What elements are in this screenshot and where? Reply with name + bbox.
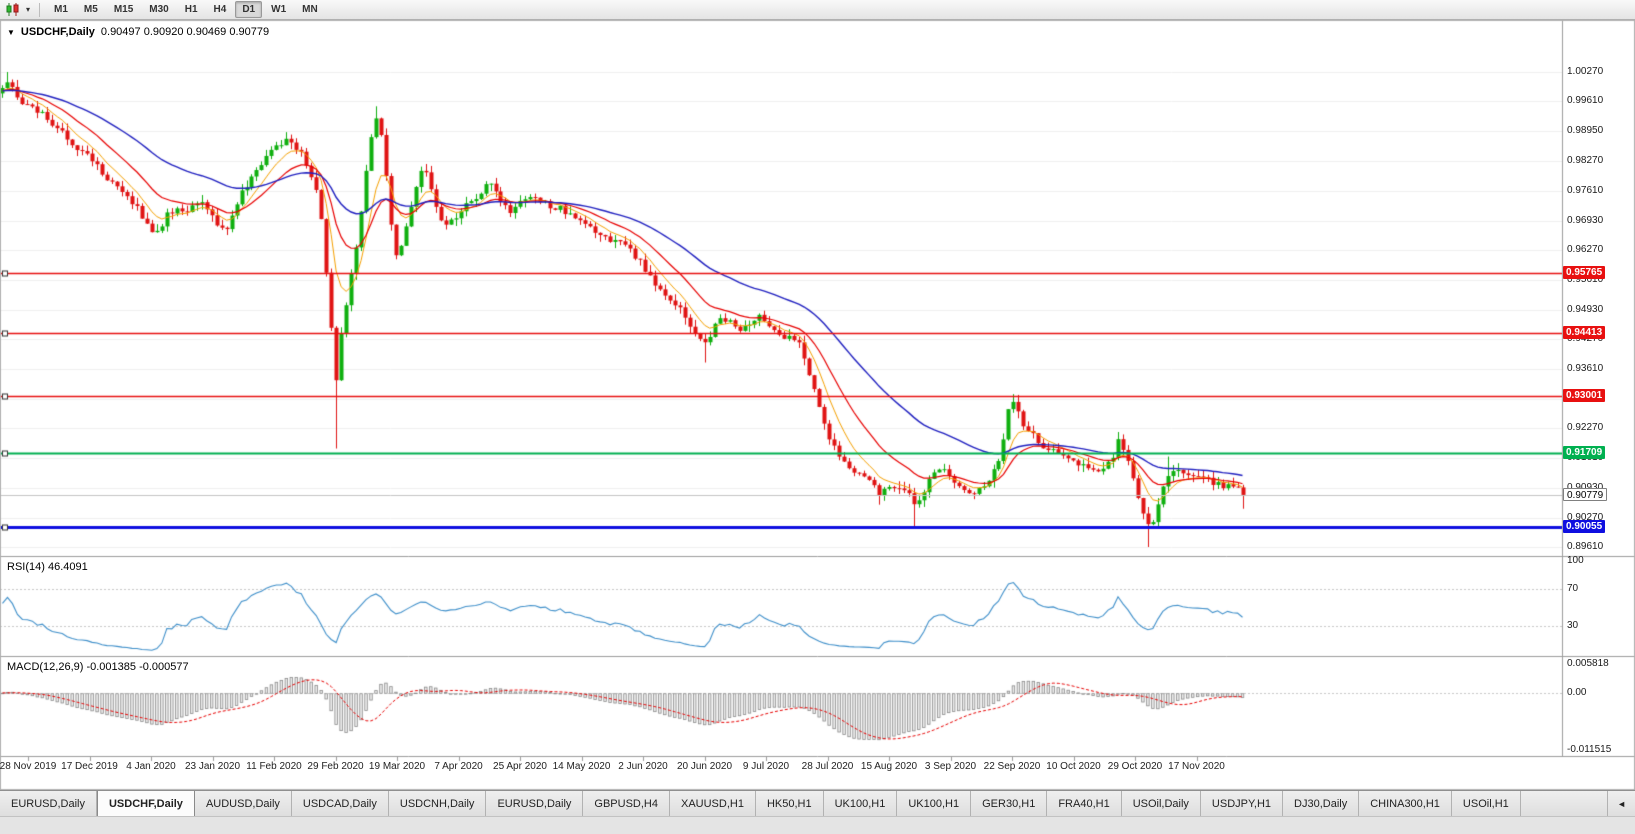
macd-axis-label: -0.011515 xyxy=(1567,744,1612,755)
date-axis[interactable]: 28 Nov 2019 17 Dec 2019 4 Jan 2020 23 Jan 2… xyxy=(0,756,1562,790)
date-axis-label: 25 Apr 2020 xyxy=(493,761,547,772)
timeframe-button-M5[interactable]: M5 xyxy=(83,4,98,15)
tab-scroll-left-icon[interactable]: ◄ xyxy=(1607,791,1635,816)
ohlc-values: 0.90497 0.90920 0.90469 0.90779 xyxy=(100,26,270,38)
rsi-axis-label: 70 xyxy=(1567,582,1579,594)
price-axis-label: 0.90270 xyxy=(1567,511,1604,523)
price-axis-label: 0.92270 xyxy=(1567,422,1604,434)
chart-tab-eurusd-daily[interactable]: EURUSD,Daily xyxy=(0,791,97,816)
date-axis-label: 14 May 2020 xyxy=(552,761,611,772)
chart-tab-uk100-h1[interactable]: UK100,H1 xyxy=(824,791,898,816)
price-axis-label: 0.95610 xyxy=(1567,273,1604,285)
chart-tab-fra40-h1[interactable]: FRA40,H1 xyxy=(1047,791,1122,816)
price-axis-label: 0.98270 xyxy=(1567,155,1604,167)
macd-axis-label: 0.005818 xyxy=(1567,658,1609,669)
timeframe-button-M1[interactable]: M1 xyxy=(54,4,68,15)
hline-price-badge[interactable]: 0.91709 xyxy=(1563,446,1606,460)
rsi-indicator-label: RSI(14) 46.4091 xyxy=(7,561,88,573)
price-value-axis[interactable]: 1.00270 0.99610 0.98950 0.98270 0.97610 0.969… xyxy=(1562,20,1635,756)
chart-tab-usdjpy-h1[interactable]: USDJPY,H1 xyxy=(1201,791,1284,816)
price-axis-label: 0.89610 xyxy=(1567,541,1604,552)
candlestick-icon xyxy=(6,3,19,16)
chart-tab-xauusd-h1[interactable]: XAUUSD,H1 xyxy=(670,791,756,816)
price-axis-label: 0.96930 xyxy=(1567,214,1604,226)
chart-tab-hk50-h1[interactable]: HK50,H1 xyxy=(756,791,824,816)
date-axis-label: 29 Oct 2020 xyxy=(1107,761,1163,772)
chart-tab-ger30-h1[interactable]: GER30,H1 xyxy=(971,791,1048,816)
price-axis-label: 0.90930 xyxy=(1567,482,1603,493)
price-axis-label: 1.00270 xyxy=(1567,66,1604,77)
rsi-axis-label: 100 xyxy=(1567,555,1584,566)
date-axis-label: 19 Mar 2020 xyxy=(368,761,426,772)
macd-indicator-label: MACD(12,26,9) -0.001385 -0.000577 xyxy=(7,661,189,673)
timeframe-button-D1[interactable]: D1 xyxy=(235,1,263,18)
price-chart-canvas[interactable] xyxy=(0,20,1635,790)
hline-price-badge[interactable]: 0.94413 xyxy=(1563,325,1606,339)
price-axis-label: 0.99610 xyxy=(1567,95,1604,107)
chart-tab-usdchf-daily[interactable]: USDCHF,Daily xyxy=(96,791,195,816)
rsi-axis-label: 30 xyxy=(1567,620,1579,632)
collapse-indicator-icon[interactable]: ▼ xyxy=(7,27,15,37)
date-axis-label: 20 Jun 2020 xyxy=(676,761,733,772)
date-axis-label: 22 Sep 2020 xyxy=(983,761,1041,772)
chart-type-icon[interactable] xyxy=(4,2,22,17)
chart-tab-bar: EURUSD,Daily USDCHF,Daily AUDUSD,Daily USDC… xyxy=(0,790,1635,816)
chart-tab-dj30-daily[interactable]: DJ30,Daily xyxy=(1283,791,1360,816)
hline-price-badge[interactable]: 0.90055 xyxy=(1563,520,1606,534)
date-axis-label: 10 Oct 2020 xyxy=(1046,761,1101,772)
price-axis-label: 0.98950 xyxy=(1567,124,1604,136)
date-axis-label: 7 Apr 2020 xyxy=(434,761,483,772)
date-axis-label: 2 Jun 2020 xyxy=(618,761,668,772)
toolbar-separator xyxy=(39,2,41,17)
timeframe-button-M30[interactable]: M30 xyxy=(149,4,169,15)
chart-tab-usdcad-daily[interactable]: USDCAD,Daily xyxy=(292,791,389,816)
chart-tabs-group: EURUSD,Daily USDCHF,Daily AUDUSD,Daily USDC… xyxy=(0,791,1521,816)
timeframe-button-M15[interactable]: M15 xyxy=(113,4,134,15)
date-axis-label: 15 Aug 2020 xyxy=(860,761,918,772)
chart-tab-usdcnh-daily[interactable]: USDCNH,Daily xyxy=(389,791,487,816)
timeframe-buttons-group: M1 M5 M15 M30 H1 H4 D1 W1 MN xyxy=(47,1,325,18)
date-axis-label: 29 Feb 2020 xyxy=(307,761,364,772)
chart-header: ▼ USDCHF,Daily 0.90497 0.90920 0.90469 0… xyxy=(7,26,269,38)
date-axis-label: 28 Nov 2019 xyxy=(0,761,57,772)
macd-axis-label: 0.00 xyxy=(1567,686,1587,698)
chart-window[interactable]: ▼ USDCHF,Daily 0.90497 0.90920 0.90469 0… xyxy=(0,20,1635,790)
chart-tab-usoil-daily[interactable]: USOil,Daily xyxy=(1122,791,1201,816)
chart-tab-usoil-h1[interactable]: USOil,H1 xyxy=(1452,791,1521,816)
bottom-filler xyxy=(0,816,1635,834)
price-axis-label: 0.97610 xyxy=(1567,184,1604,196)
price-axis-label: 0.96270 xyxy=(1567,244,1604,256)
price-axis-label: 0.94930 xyxy=(1567,303,1604,315)
date-axis-label: 3 Sep 2020 xyxy=(924,761,977,772)
chart-tab-audusd-daily[interactable]: AUDUSD,Daily xyxy=(195,791,292,816)
date-axis-label: 23 Jan 2020 xyxy=(184,761,241,772)
hline-price-badge[interactable]: 0.95765 xyxy=(1563,265,1606,279)
date-axis-label: 4 Jan 2020 xyxy=(126,761,176,772)
timeframe-button-MN[interactable]: MN xyxy=(302,4,318,15)
current-price-badge: 0.90779 xyxy=(1563,487,1608,501)
chart-type-dropdown-icon[interactable]: ▾ xyxy=(26,5,31,14)
hline-price-badge[interactable]: 0.93001 xyxy=(1563,388,1606,402)
timeframe-toolbar: ▾ M1 M5 M15 M30 H1 H4 D1 W1 MN xyxy=(0,0,1635,20)
chart-tab-eurusd-daily[interactable]: EURUSD,Daily xyxy=(486,791,584,816)
timeframe-button-H1[interactable]: H1 xyxy=(184,4,198,15)
timeframe-button-H4[interactable]: H4 xyxy=(213,4,227,15)
chart-tab-gbpusd-h4[interactable]: GBPUSD,H4 xyxy=(583,791,670,816)
date-axis-label: 9 Jul 2020 xyxy=(742,761,790,772)
date-axis-label: 11 Feb 2020 xyxy=(246,761,302,772)
symbol-period-label: USDCHF,Daily xyxy=(20,26,95,38)
price-axis-label: 0.93610 xyxy=(1567,362,1604,374)
date-axis-label: 28 Jul 2020 xyxy=(801,761,854,772)
chart-tab-uk100-h1[interactable]: UK100,H1 xyxy=(897,791,972,816)
chart-tab-china300-h1[interactable]: CHINA300,H1 xyxy=(1359,791,1452,816)
date-axis-label: 17 Nov 2020 xyxy=(1168,761,1225,772)
date-axis-label: 17 Dec 2019 xyxy=(61,761,118,772)
timeframe-button-W1[interactable]: W1 xyxy=(271,4,287,15)
